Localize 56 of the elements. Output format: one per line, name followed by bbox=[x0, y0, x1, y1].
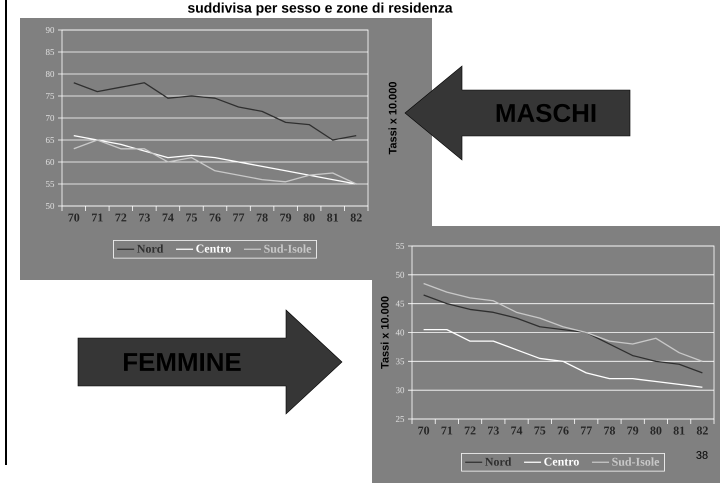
line-series bbox=[73, 82, 357, 141]
x-tick-label: 79 bbox=[280, 214, 292, 222]
x-tick-label: 74 bbox=[511, 426, 522, 434]
y-tick-label: 45 bbox=[396, 300, 404, 307]
line-series bbox=[422, 328, 704, 388]
x-tick-label: 77 bbox=[580, 426, 592, 434]
x-tick-label: 72 bbox=[464, 426, 476, 434]
x-tick-label: 75 bbox=[186, 214, 197, 222]
x-tick-label: 76 bbox=[210, 214, 221, 222]
y-tick-label: 55 bbox=[46, 181, 54, 187]
y-tick-label: 65 bbox=[46, 136, 54, 144]
y-axis-title: Tassi x 10.000 bbox=[380, 296, 389, 369]
x-tick-label: 73 bbox=[139, 214, 150, 222]
legend-label: Sud-Isole bbox=[264, 244, 312, 253]
x-tick-label: 81 bbox=[674, 426, 685, 435]
x-tick-label: 70 bbox=[418, 426, 430, 435]
y-tick-label: 75 bbox=[46, 93, 54, 99]
y-tick-label: 40 bbox=[396, 329, 404, 336]
x-tick-label: 71 bbox=[442, 426, 452, 434]
x-tick-label: 78 bbox=[604, 426, 616, 435]
y-tick-label: 70 bbox=[46, 114, 54, 122]
x-tick-label: 76 bbox=[558, 426, 569, 435]
y-tick-label: 35 bbox=[396, 358, 404, 364]
y-tick-label: 85 bbox=[46, 48, 54, 56]
x-tick-label: 80 bbox=[650, 426, 662, 435]
x-tick-label: 71 bbox=[92, 214, 103, 222]
x-tick-label: 72 bbox=[116, 214, 126, 222]
y-tick-label: 90 bbox=[46, 26, 54, 34]
x-tick-label: 82 bbox=[696, 426, 708, 435]
x-tick-label: 73 bbox=[488, 426, 499, 435]
legend-label: Sud-Isole bbox=[612, 457, 660, 466]
y-tick-label: 50 bbox=[396, 272, 404, 278]
x-tick-label: 82 bbox=[350, 214, 362, 222]
y-axis-title: Tassi x 10.000 bbox=[388, 82, 397, 154]
x-tick-label: 81 bbox=[327, 214, 338, 222]
y-tick-label: 50 bbox=[46, 202, 54, 210]
x-tick-label: 74 bbox=[162, 214, 174, 222]
x-tick-label: 75 bbox=[534, 426, 546, 434]
x-tick-label: 77 bbox=[233, 214, 244, 222]
y-tick-label: 60 bbox=[46, 158, 54, 166]
legend-label: Centro bbox=[544, 458, 579, 466]
line-series bbox=[422, 282, 704, 362]
line-series bbox=[422, 294, 704, 374]
y-tick-label: 25 bbox=[396, 416, 404, 422]
legend-label: Nord bbox=[137, 244, 164, 253]
x-tick-label: 80 bbox=[304, 214, 315, 222]
legend-label: Centro bbox=[196, 244, 231, 253]
text: 38 bbox=[696, 451, 708, 459]
x-tick-label: 70 bbox=[68, 214, 80, 222]
legend-label: Nord bbox=[485, 457, 512, 466]
y-tick-label: 80 bbox=[46, 70, 54, 78]
y-tick-label: 30 bbox=[396, 387, 404, 394]
y-tick-label: 55 bbox=[396, 243, 404, 249]
chart-title: suddivisa per sesso e zone di residenza bbox=[188, 2, 453, 16]
x-tick-label: 79 bbox=[627, 426, 638, 435]
x-tick-label: 78 bbox=[256, 214, 268, 222]
